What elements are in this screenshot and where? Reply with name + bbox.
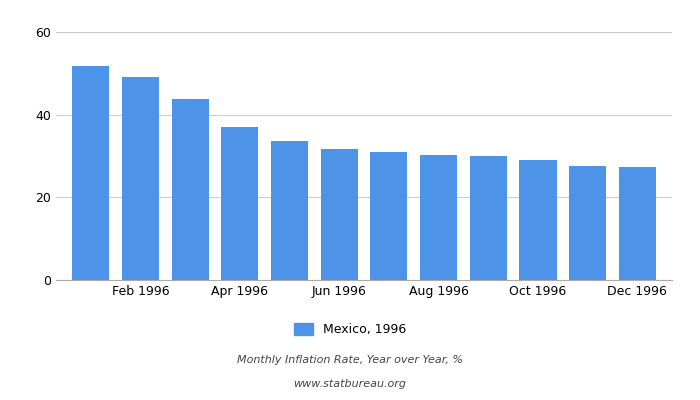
Bar (172, 98, 209, 280)
Text: Monthly Inflation Rate, Year over Year, %: Monthly Inflation Rate, Year over Year, … (237, 355, 463, 365)
Bar (519, 160, 556, 280)
Bar (420, 155, 457, 280)
Text: www.statbureau.org: www.statbureau.org (293, 379, 407, 389)
Bar (569, 166, 606, 280)
Legend: Mexico, 1996: Mexico, 1996 (289, 318, 411, 341)
Bar (72, 66, 109, 280)
Bar (619, 167, 656, 280)
Bar (370, 152, 407, 280)
Bar (221, 127, 258, 280)
Bar (122, 78, 159, 280)
Bar (470, 156, 507, 280)
Bar (321, 149, 358, 280)
Bar (271, 141, 308, 280)
